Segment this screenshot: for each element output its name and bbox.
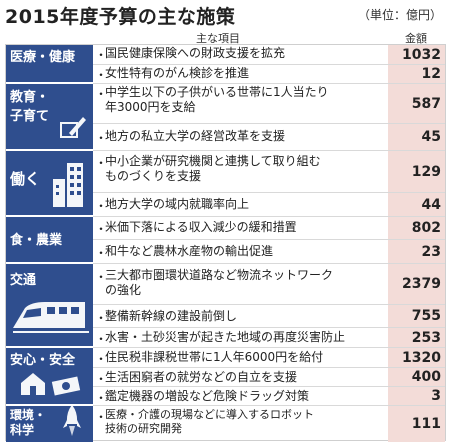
bullet-icon: ・	[95, 222, 108, 236]
row-amount: 1320	[388, 348, 445, 367]
bullet-train-icon	[11, 296, 91, 340]
table-row: ・ 鑑定機器の増設など危険ドラッグ対策 3	[93, 387, 445, 406]
category-label: 医療・健康	[10, 50, 76, 65]
category-label: 交通	[10, 273, 37, 288]
row-amount: 129	[388, 151, 445, 192]
page-title: 2015年度予算の主な施策	[5, 6, 236, 28]
table-row: ・ 水害・土砂災害が起きた地域の再度災害防止 253	[93, 328, 445, 348]
category-transport: 交通	[6, 264, 93, 348]
category-label: 環境・ 科学	[10, 408, 47, 437]
row-text: 地方大学の域内就職率向上	[105, 197, 250, 211]
row-amount: 755	[388, 305, 445, 327]
category-medical: 医療・健康	[6, 45, 93, 84]
category-safety: 安心・安全	[6, 348, 93, 406]
bullet-icon: ・	[95, 352, 108, 366]
table-row: ・ 女性特有のがん検診を推進 12	[93, 65, 445, 84]
table-row: ・ 地方大学の域内就職率向上 44	[93, 193, 445, 217]
table-row: ・ 中学生以下の子供がいる世帯に1人当たり 年3000円を支給 587	[93, 84, 445, 124]
row-amount: 400	[388, 368, 445, 386]
category-label: 食・農業	[10, 233, 63, 248]
row-amount: 111	[388, 406, 445, 442]
category-label: 安心・安全	[10, 353, 76, 368]
table-row: ・ 医療・介護の現場などに導入するロボット 技術の研究開発 111	[93, 406, 445, 442]
bullet-icon: ・	[95, 131, 108, 145]
table-row: ・ 中小企業が研究機関と連携して取り組む ものづくりを支援 129	[93, 151, 445, 193]
table-row: ・ 生活困窮者の就労などの自立を支援 400	[93, 368, 445, 387]
row-text: 国民健康保険への財政支援を拡充	[105, 46, 286, 60]
row-text: 和牛など農林水産物の輸出促進	[105, 244, 274, 258]
row-text: 住民税非課税世帯に1人年6000円を給付	[105, 350, 324, 364]
bullet-icon: ・	[95, 332, 108, 346]
row-amount: 587	[388, 84, 445, 123]
row-amount: 12	[388, 65, 445, 83]
row-amount: 44	[388, 193, 445, 216]
policy-table: 医療・健康 教育・ 子育て 働く	[5, 44, 446, 442]
table-row: ・ 住民税非課税世帯に1人年6000円を給付 1320	[93, 348, 445, 368]
table-row: ・ 国民健康保険への財政支援を拡充 1032	[93, 45, 445, 65]
row-text: 生活困窮者の就労などの自立を支援	[105, 370, 298, 384]
row-text: 中学生以下の子供がいる世帯に1人当たり 年3000円を支給	[105, 85, 329, 114]
row-text: 整備新幹線の建設前倒し	[105, 309, 238, 323]
bullet-icon: ・	[95, 246, 108, 260]
bullet-icon: ・	[95, 410, 108, 424]
row-text: 中小企業が研究機関と連携して取り組む ものづくりを支援	[105, 154, 321, 183]
row-text: 鑑定機器の増設など危険ドラッグ対策	[105, 389, 310, 403]
row-text: 地方の私立大学の経営改革を支援	[105, 129, 286, 143]
table-row: ・ 整備新幹線の建設前倒し 755	[93, 305, 445, 328]
unit-note: （単位：億円）	[357, 8, 442, 22]
factory-building-icon	[49, 159, 87, 213]
row-text: 医療・介護の現場などに導入するロボット 技術の研究開発	[105, 408, 314, 435]
category-label: 教育・ 子育て	[10, 90, 50, 124]
row-text: 女性特有のがん検診を推進	[105, 66, 250, 80]
house-money-icon	[17, 367, 87, 401]
table-row: ・ 米価下落による収入減少の緩和措置 802	[93, 217, 445, 240]
category-education: 教育・ 子育て	[6, 84, 93, 151]
bullet-icon: ・	[95, 156, 108, 170]
bullet-icon: ・	[95, 199, 108, 213]
category-food-agriculture: 食・農業	[6, 217, 93, 264]
bullet-icon: ・	[95, 391, 108, 405]
row-amount: 3	[388, 387, 445, 405]
table-row: ・ 三大都市圏環状道路など物流ネットワーク の強化 2379	[93, 264, 445, 305]
bullet-icon: ・	[95, 87, 108, 101]
row-amount: 45	[388, 124, 445, 150]
row-amount: 253	[388, 328, 445, 347]
bullet-icon: ・	[95, 372, 108, 386]
bullet-icon: ・	[95, 270, 108, 284]
table-row: ・ 地方の私立大学の経営改革を支援 45	[93, 124, 445, 151]
category-label: 働く	[10, 170, 41, 188]
bullet-icon: ・	[95, 311, 108, 325]
row-amount: 1032	[388, 45, 445, 64]
table-row: ・ 和牛など農林水産物の輸出促進 23	[93, 240, 445, 264]
row-text: 三大都市圏環状道路など物流ネットワーク の強化	[105, 268, 334, 297]
bullet-icon: ・	[95, 68, 108, 82]
column-header-item: 主な項目	[196, 32, 240, 45]
row-amount: 802	[388, 217, 445, 239]
rocket-icon	[61, 406, 83, 442]
bullet-icon: ・	[95, 48, 108, 62]
row-text: 米価下落による収入減少の緩和措置	[105, 220, 297, 234]
category-work: 働く	[6, 151, 93, 217]
row-amount: 2379	[388, 264, 445, 304]
column-header-amount: 金額	[405, 32, 427, 45]
row-amount: 23	[388, 240, 445, 263]
row-text: 水害・土砂災害が起きた地域の再度災害防止	[105, 330, 346, 344]
pencil-notebook-icon	[59, 113, 87, 145]
category-environment-science: 環境・ 科学	[6, 406, 93, 442]
